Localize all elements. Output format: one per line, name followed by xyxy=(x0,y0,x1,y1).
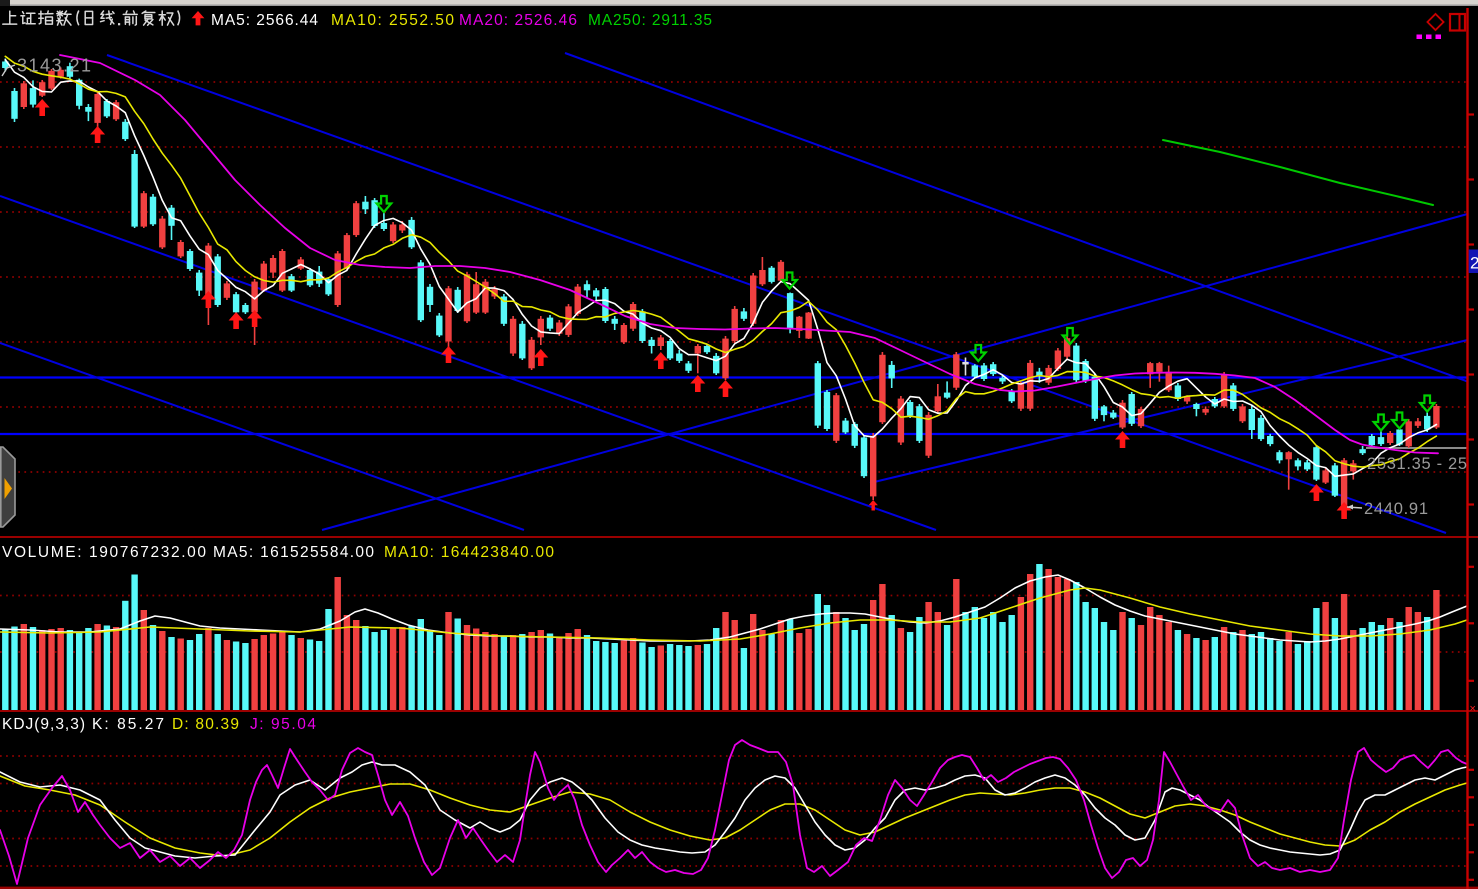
svg-text:VOLUME: 190767232.00: VOLUME: 190767232.00 xyxy=(2,544,206,561)
svg-text:KDJ(9,3,3): KDJ(9,3,3) xyxy=(2,716,85,733)
svg-text:2440.91: 2440.91 xyxy=(1364,500,1428,518)
svg-text:J: 95.04: J: 95.04 xyxy=(250,716,316,733)
svg-text:2: 2 xyxy=(1470,254,1478,273)
svg-text:2531.35 - 25: 2531.35 - 25 xyxy=(1367,455,1467,473)
svg-text:K: 85.27: K: 85.27 xyxy=(92,716,164,733)
svg-text:D: 80.39: D: 80.39 xyxy=(172,716,239,733)
svg-text:MA20: 2526.46: MA20: 2526.46 xyxy=(459,12,577,29)
svg-text:×: × xyxy=(1470,703,1476,715)
svg-text:MA10: 2552.50: MA10: 2552.50 xyxy=(331,12,454,29)
svg-text:MA5: 161525584.00: MA5: 161525584.00 xyxy=(213,544,374,561)
svg-text:MA250: 2911.35: MA250: 2911.35 xyxy=(588,12,712,29)
svg-text:3143.21: 3143.21 xyxy=(17,56,91,76)
svg-text:MA10: 164423840.00: MA10: 164423840.00 xyxy=(384,544,554,561)
svg-text:MA5: 2566.44: MA5: 2566.44 xyxy=(211,12,318,29)
